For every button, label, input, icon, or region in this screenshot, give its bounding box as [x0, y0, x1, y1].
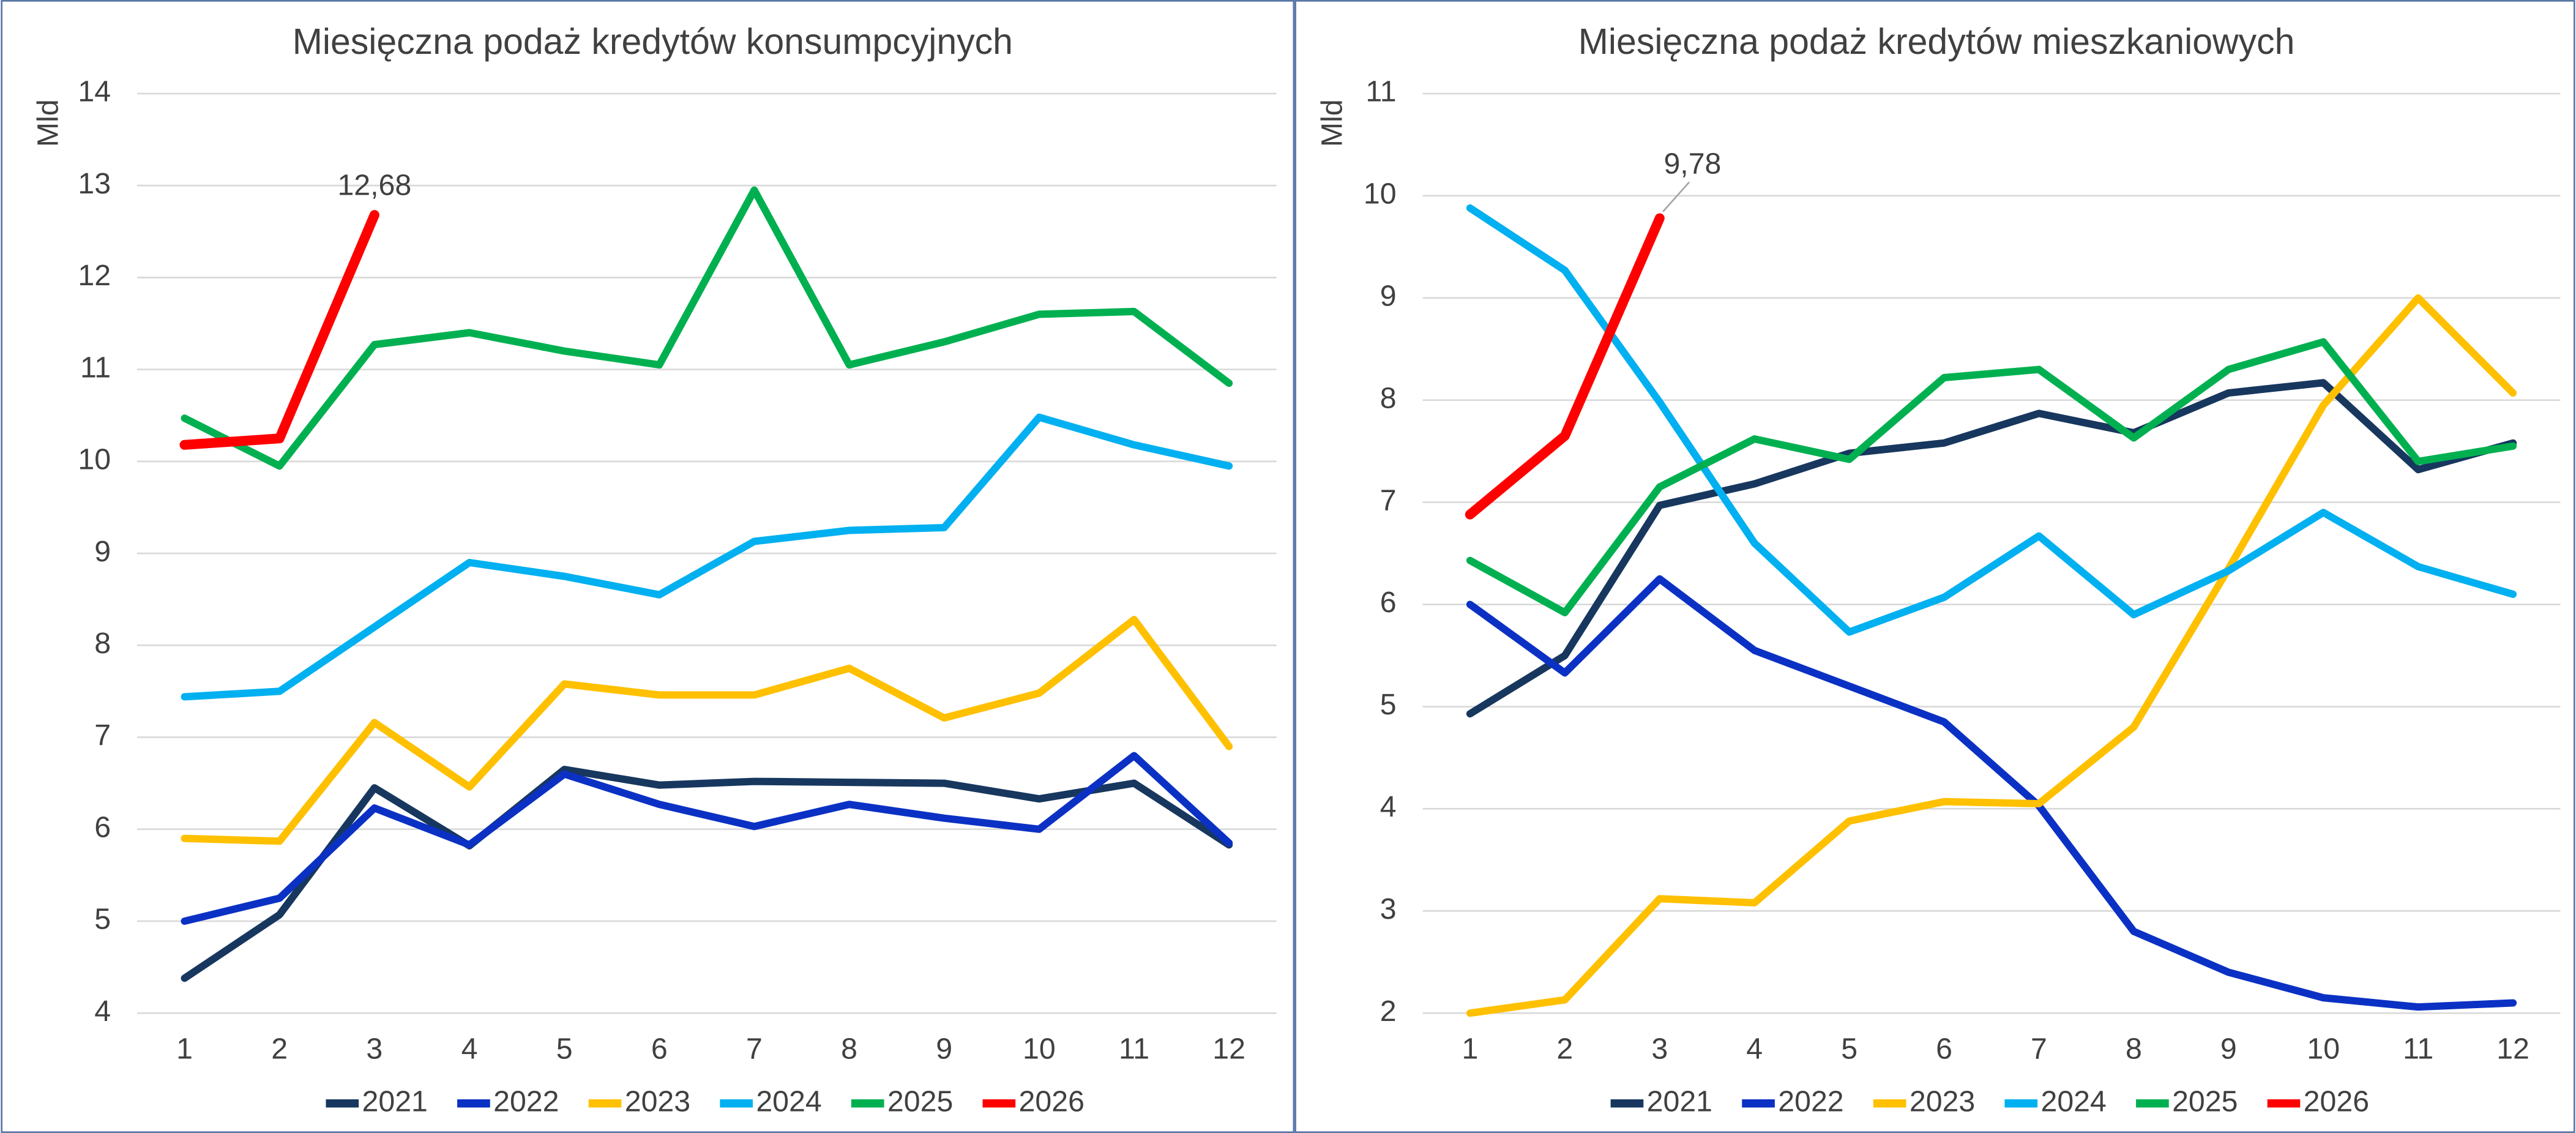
legend-label: 2025	[887, 1085, 953, 1118]
legend-label: 2021	[1647, 1085, 1712, 1118]
x-tick-label: 8	[841, 1033, 857, 1066]
y-tick-label: 8	[1380, 381, 1397, 414]
x-tick-label: 1	[1462, 1033, 1479, 1066]
y-tick-label: 3	[1380, 892, 1397, 925]
series-line	[1466, 379, 2517, 718]
x-tick-label: 6	[1936, 1033, 1952, 1066]
series-line	[181, 616, 1233, 845]
x-tick-label: 4	[1746, 1033, 1763, 1066]
series-line	[1466, 204, 2517, 636]
data-label: 9,78	[1663, 147, 1721, 180]
y-axis-label: Mld	[1315, 99, 1348, 147]
x-tick-label: 11	[2403, 1033, 2433, 1066]
y-tick-label: 4	[1380, 790, 1397, 823]
legend-label: 2023	[1910, 1085, 1975, 1118]
legend-label: 2021	[362, 1085, 428, 1118]
x-tick-label: 3	[1651, 1033, 1668, 1066]
x-tick-label: 5	[1841, 1033, 1857, 1066]
data-label: 12,68	[337, 168, 411, 201]
series-line	[1466, 338, 2517, 616]
legend-label: 2026	[1019, 1085, 1085, 1118]
y-tick-label: 11	[80, 351, 111, 384]
series-line	[181, 766, 1233, 982]
x-tick-label: 4	[461, 1033, 478, 1066]
y-tick-label: 4	[94, 995, 111, 1028]
y-tick-label: 2	[1380, 995, 1397, 1028]
x-tick-label: 12	[2496, 1033, 2529, 1066]
legend-label: 2022	[493, 1085, 559, 1118]
panel-frame	[1, 0, 1295, 1133]
y-tick-label: 5	[1380, 688, 1397, 721]
series-line	[1466, 294, 2517, 1017]
x-tick-label: 6	[651, 1033, 668, 1066]
x-tick-label: 8	[2126, 1033, 2142, 1066]
x-tick-label: 10	[2307, 1033, 2340, 1066]
x-tick-label: 2	[271, 1033, 288, 1066]
x-tick-label: 11	[1119, 1033, 1149, 1066]
series-line	[181, 186, 1233, 470]
y-tick-label: 11	[1365, 75, 1396, 108]
chart-title: Miesięczna podaż kredytów konsumpcyjnych	[293, 21, 1013, 62]
y-tick-label: 6	[94, 810, 111, 843]
x-tick-label: 7	[746, 1033, 763, 1066]
legend-label: 2025	[2172, 1085, 2238, 1118]
x-tick-label: 2	[1556, 1033, 1573, 1066]
x-tick-label: 12	[1212, 1033, 1245, 1066]
y-tick-label: 7	[94, 719, 111, 752]
y-tick-label: 5	[94, 903, 111, 936]
x-tick-label: 9	[936, 1033, 952, 1066]
y-tick-label: 9	[94, 535, 111, 568]
legend-label: 2023	[625, 1085, 690, 1118]
series-line	[1466, 575, 2517, 1011]
leader-line	[1662, 181, 1690, 212]
y-tick-label: 12	[78, 259, 111, 292]
y-tick-label: 9	[1380, 279, 1397, 312]
y-tick-label: 13	[78, 167, 111, 200]
y-tick-label: 8	[94, 627, 111, 660]
series-line	[179, 210, 379, 450]
series-line	[181, 752, 1233, 925]
series-line	[1465, 213, 1665, 520]
x-tick-label: 9	[2220, 1033, 2237, 1066]
y-tick-label: 6	[1380, 586, 1397, 619]
y-tick-label: 7	[1380, 484, 1397, 517]
panel-frame	[1294, 0, 2575, 1133]
y-tick-label: 10	[78, 443, 111, 476]
chart-title: Miesięczna podaż kredytów mieszkaniowych	[1578, 21, 2295, 62]
legend-label: 2026	[2304, 1085, 2369, 1118]
y-axis-label: Mld	[32, 99, 65, 147]
legend-label: 2024	[756, 1085, 821, 1118]
x-tick-label: 1	[176, 1033, 193, 1066]
x-tick-label: 3	[366, 1033, 383, 1066]
series-line	[181, 413, 1233, 701]
x-tick-label: 5	[556, 1033, 573, 1066]
legend-label: 2024	[2040, 1085, 2106, 1118]
x-tick-label: 7	[2031, 1033, 2047, 1066]
x-tick-label: 10	[1023, 1033, 1056, 1066]
legend-label: 2022	[1778, 1085, 1843, 1118]
y-tick-label: 14	[78, 75, 111, 108]
y-tick-label: 10	[1364, 178, 1397, 211]
